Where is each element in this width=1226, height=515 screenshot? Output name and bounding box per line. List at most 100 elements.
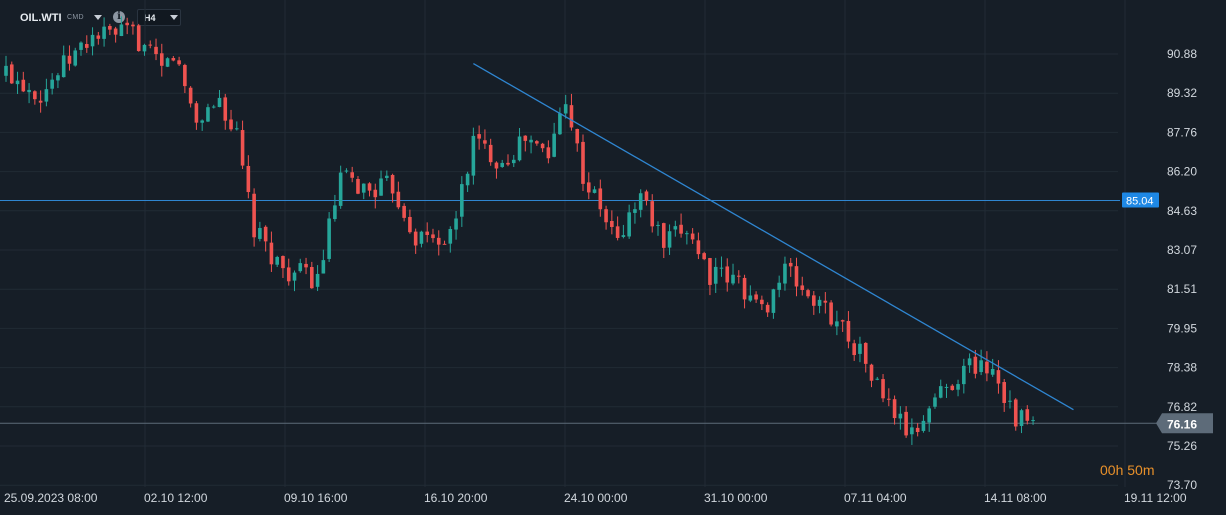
candle [413,228,418,254]
y-tick-label: 79.95 [1167,321,1197,335]
candle [310,261,314,289]
x-tick-label: 25.09.2023 08:00 [4,491,98,505]
candle [1019,408,1024,434]
symbol-dropdown-icon[interactable] [94,15,102,20]
candle [50,73,54,95]
candle-body [511,159,516,164]
symbol-type: CMD [67,14,84,21]
candle [27,83,31,104]
candle-body [84,44,89,48]
candle-body [506,162,510,165]
candle-body [1031,420,1035,422]
candle [592,186,597,194]
candle [460,176,464,227]
candle-body [552,133,556,157]
candle-body [102,26,106,39]
candle [61,45,66,78]
candle-body [679,224,683,234]
candle-body [915,427,920,433]
candle [96,31,101,45]
chevron-down-icon [170,15,178,20]
y-tick-label: 84.63 [1167,204,1197,218]
candle [321,249,326,274]
candle-body [950,385,955,391]
candle [783,256,787,291]
candle-body [823,300,828,303]
candle-body [592,189,597,193]
candle-body [904,411,908,436]
candle-body [119,24,124,37]
symbol-name[interactable]: OIL.WTI [20,12,62,24]
candle-body [610,221,614,227]
candle-body [933,397,937,407]
candle-body [529,139,533,143]
candle [500,159,505,168]
x-tick-label: 24.10 00:00 [564,491,628,505]
candle [494,161,499,179]
candle [748,285,753,303]
info-icon[interactable]: i [113,11,125,23]
candle [806,288,810,299]
candle-body [598,188,603,210]
candle [246,155,251,199]
candle [627,204,631,239]
candle-body [846,320,851,342]
candle [304,257,308,275]
candle-body [794,266,799,287]
candle [454,211,458,240]
candle-body [154,46,158,55]
candle-body [436,237,441,245]
candle [523,135,528,152]
candle [535,140,539,146]
candle [581,134,585,191]
candle-body [962,365,966,385]
candle [102,17,106,47]
candle-body [863,342,868,364]
candle [985,351,989,382]
candle [685,230,689,245]
x-tick-label: 19.11 12:00 [1124,491,1187,505]
candle [979,349,983,376]
candle-body [627,212,631,237]
candle [442,240,447,245]
x-tick-label: 16.10 20:00 [424,491,488,505]
candle [21,71,26,93]
candle-body [1025,409,1030,421]
candle [315,265,320,292]
candle-body [442,243,447,245]
candle-body [731,274,735,284]
candle-body [321,260,326,274]
candle [183,63,187,94]
candle-body [535,141,539,144]
candle-body [500,162,505,167]
candle-body [177,60,181,65]
candle-body [361,183,366,193]
candle-body [800,285,805,290]
candle [361,183,366,200]
candle [771,288,776,319]
y-tick-label: 81.51 [1167,282,1197,296]
candle-body [408,216,412,233]
candle-body [125,22,129,26]
candle-body [56,75,60,81]
candle-body [33,91,37,100]
candle-body [396,191,401,208]
timeframe-select[interactable]: H4 [137,9,181,26]
candle-body [263,226,268,242]
candle [817,296,822,314]
candle [725,258,730,292]
candle [200,119,204,131]
candle-body [656,224,660,226]
candle-body [373,189,378,198]
candle-body [275,256,279,265]
candle [910,418,914,445]
candle [869,363,874,388]
candle [546,140,551,164]
horizontal-line-badge [1122,192,1159,208]
candle [656,221,660,236]
candle [887,388,891,407]
candle [881,374,885,403]
candle-body [788,262,793,267]
candle-body [1008,400,1012,402]
